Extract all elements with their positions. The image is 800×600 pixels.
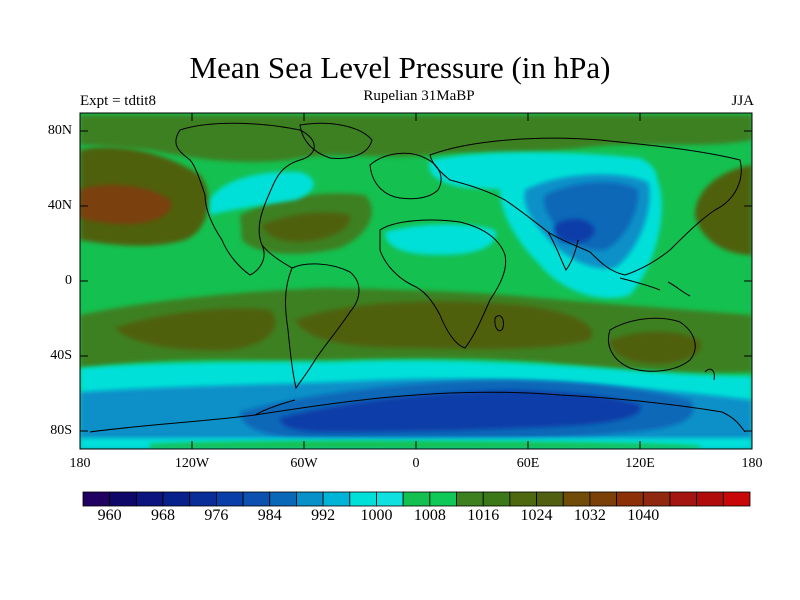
lat-label-0: 0 bbox=[65, 273, 72, 288]
lat-label-40s: 40S bbox=[50, 348, 72, 363]
antarctic-peninsula bbox=[254, 399, 296, 416]
colorbar-box bbox=[402, 491, 431, 507]
central-america-coast bbox=[261, 244, 293, 269]
colorbar bbox=[82, 491, 751, 507]
south-atlantic-indian-high bbox=[295, 301, 593, 350]
pressure-field bbox=[80, 113, 752, 449]
colorbar-label: 1032 bbox=[573, 507, 606, 524]
colorbar-label: 1024 bbox=[520, 507, 553, 524]
colorbar-box bbox=[482, 491, 511, 507]
madagascar-coast bbox=[494, 315, 504, 332]
lon-label-60w: 60W bbox=[290, 456, 318, 471]
lon-label-120w: 120W bbox=[174, 456, 210, 471]
north-america-coast bbox=[175, 122, 315, 276]
lon-label-180w: 180 bbox=[69, 456, 91, 471]
coastlines bbox=[89, 122, 746, 433]
lat-label-80n: 80N bbox=[47, 123, 72, 138]
lon-label-180e: 180 bbox=[741, 456, 763, 471]
lon-label-120e: 120E bbox=[625, 456, 655, 471]
antarctic-low-core bbox=[280, 390, 641, 432]
colorbar-label: 1008 bbox=[413, 507, 446, 524]
colorbar-box bbox=[429, 491, 457, 507]
colorbar-label: 1040 bbox=[627, 507, 660, 524]
asian-low-core bbox=[554, 218, 595, 244]
colorbar-label: 984 bbox=[257, 507, 282, 524]
north-band bbox=[80, 115, 752, 162]
colorbar-box bbox=[349, 491, 377, 507]
colorbar-label: 1000 bbox=[360, 507, 393, 524]
south-pacific-high bbox=[115, 308, 276, 351]
colorbar-box bbox=[189, 491, 217, 507]
colorbar-box bbox=[616, 491, 644, 507]
india-coast bbox=[547, 231, 579, 271]
africa-coast bbox=[379, 219, 507, 349]
colorbar-label: 976 bbox=[204, 507, 229, 524]
lon-label-60e: 60E bbox=[516, 456, 540, 471]
north-africa-low bbox=[385, 224, 496, 255]
colorbar-label: 1016 bbox=[467, 507, 500, 524]
greenland-coast bbox=[299, 122, 373, 159]
colorbar-label: 992 bbox=[311, 507, 336, 524]
colorbar-box bbox=[135, 491, 164, 507]
australia-coast bbox=[607, 317, 696, 372]
pacific-high-core bbox=[80, 184, 171, 224]
north-atlantic-low bbox=[210, 171, 314, 215]
australian-high bbox=[610, 331, 701, 364]
south-pole-high bbox=[150, 440, 700, 449]
colorbar-box bbox=[109, 491, 137, 507]
map-title: Mean Sea Level Pressure (in hPa) bbox=[189, 50, 611, 85]
colorbar-box bbox=[82, 491, 111, 507]
colorbar-label: 960 bbox=[97, 507, 122, 524]
colorbar-box bbox=[722, 491, 751, 507]
colorbar-box bbox=[296, 491, 324, 507]
colorbar-box bbox=[669, 491, 698, 507]
lon-label-0: 0 bbox=[412, 456, 420, 471]
lat-label-80s: 80S bbox=[50, 423, 72, 438]
colorbar-box bbox=[322, 491, 351, 507]
europe-coast bbox=[369, 152, 442, 200]
axis-ticks bbox=[79, 113, 753, 449]
southeast-asia-islands bbox=[619, 277, 691, 297]
colorbar-box bbox=[242, 491, 271, 507]
colorbar-box bbox=[456, 491, 484, 507]
south-america-coast bbox=[284, 263, 360, 390]
asia-coast bbox=[429, 137, 742, 276]
colorbar-box bbox=[642, 491, 671, 507]
antarctica-coast bbox=[89, 391, 746, 433]
lat-label-40n: 40N bbox=[47, 198, 72, 213]
colorbar-box bbox=[562, 491, 591, 507]
colorbar-box bbox=[696, 491, 724, 507]
colorbar-box bbox=[536, 491, 564, 507]
colorbar-box bbox=[589, 491, 617, 507]
colorbar-box bbox=[509, 491, 537, 507]
colorbar-box bbox=[376, 491, 404, 507]
colorbar-label: 968 bbox=[151, 507, 176, 524]
map-subtitle: Rupelian 31MaBP bbox=[363, 88, 475, 104]
colorbar-box bbox=[162, 491, 191, 507]
colorbar-box bbox=[215, 491, 244, 507]
atlantic-high-core bbox=[262, 212, 351, 242]
season-label: JJA bbox=[731, 93, 754, 109]
colorbar-box bbox=[269, 491, 297, 507]
new-zealand-coast bbox=[704, 368, 715, 381]
experiment-label: Expt = tdtit8 bbox=[80, 93, 156, 109]
